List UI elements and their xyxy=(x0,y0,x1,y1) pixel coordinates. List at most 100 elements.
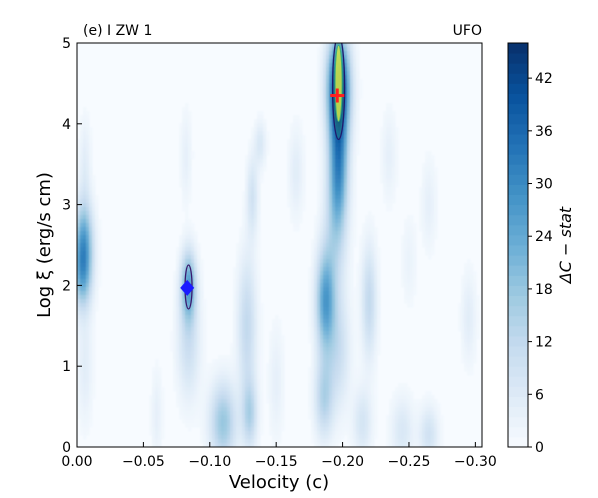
heatmap-cell xyxy=(371,259,375,264)
heatmap-cell xyxy=(320,99,324,104)
heatmap-cell xyxy=(320,359,324,364)
heatmap-cell xyxy=(356,335,360,340)
heatmap-cell xyxy=(320,95,324,100)
heatmap-cell xyxy=(254,355,258,360)
heatmap-cell xyxy=(248,367,252,372)
heatmap-cell xyxy=(353,319,357,324)
heatmap-cell xyxy=(248,291,252,296)
heatmap-cell xyxy=(257,239,261,244)
heatmap-cell xyxy=(182,371,186,376)
heatmap-cell xyxy=(323,375,327,380)
heatmap-cell xyxy=(254,159,258,164)
heatmap-cell xyxy=(422,403,426,408)
heatmap-cell xyxy=(257,339,261,344)
heatmap-cell xyxy=(275,435,279,440)
heatmap-cell xyxy=(245,343,249,348)
heatmap-cell xyxy=(191,411,195,416)
heatmap-cell xyxy=(233,319,237,324)
heatmap-cell xyxy=(248,435,252,440)
heatmap-cell xyxy=(83,423,87,428)
heatmap-cell xyxy=(83,275,87,280)
heatmap-cell xyxy=(77,411,81,416)
heatmap-cell xyxy=(296,167,300,172)
heatmap-cell xyxy=(428,159,432,164)
heatmap-cell xyxy=(332,359,336,364)
heatmap-cell xyxy=(410,291,414,296)
heatmap-cell xyxy=(320,339,324,344)
heatmap-cell xyxy=(218,403,222,408)
heatmap-cell xyxy=(179,415,183,420)
heatmap-cell xyxy=(236,379,240,384)
heatmap-cell xyxy=(353,243,357,248)
heatmap-cell xyxy=(350,267,354,272)
heatmap-cell xyxy=(86,163,90,168)
heatmap-cell xyxy=(287,167,291,172)
heatmap-cell xyxy=(251,187,255,192)
heatmap-cell xyxy=(80,183,84,188)
heatmap-cell xyxy=(182,379,186,384)
heatmap-cell xyxy=(323,155,327,160)
heatmap-cell xyxy=(344,179,348,184)
heatmap-cell xyxy=(320,155,324,160)
heatmap-cell xyxy=(158,379,162,384)
heatmap-cell xyxy=(314,391,318,396)
heatmap-cell xyxy=(326,235,330,240)
heatmap-cell xyxy=(209,399,213,404)
heatmap-cell xyxy=(335,155,339,160)
heatmap-cell xyxy=(338,199,342,204)
heatmap-cell xyxy=(83,231,87,236)
heatmap-cell xyxy=(368,359,372,364)
heatmap-cell xyxy=(293,227,297,232)
heatmap-cell xyxy=(326,55,330,60)
heatmap-cell xyxy=(227,439,231,444)
heatmap-cell xyxy=(155,391,159,396)
heatmap-cell xyxy=(260,127,264,132)
heatmap-cell xyxy=(422,407,426,412)
heatmap-cell xyxy=(188,247,192,252)
heatmap-cell xyxy=(383,167,387,172)
heatmap-cell xyxy=(404,403,408,408)
heatmap-cell xyxy=(335,171,339,176)
heatmap-cell xyxy=(173,323,177,328)
heatmap-cell xyxy=(329,103,333,108)
heatmap-cell xyxy=(332,127,336,132)
heatmap-cell xyxy=(404,275,408,280)
heatmap-cell xyxy=(302,187,306,192)
heatmap-cell xyxy=(275,327,279,332)
heatmap-cell xyxy=(194,295,198,300)
heatmap-cell xyxy=(371,299,375,304)
heatmap-cell xyxy=(263,151,267,156)
heatmap-cell xyxy=(323,235,327,240)
heatmap-cell xyxy=(335,375,339,380)
heatmap-cell xyxy=(431,223,435,228)
heatmap-cell xyxy=(395,419,399,424)
heatmap-cell xyxy=(329,223,333,228)
heatmap-cell xyxy=(308,315,312,320)
heatmap-cell xyxy=(344,427,348,432)
heatmap-cell xyxy=(257,383,261,388)
heatmap-cell xyxy=(326,315,330,320)
heatmap-cell xyxy=(473,275,477,280)
heatmap-cell xyxy=(224,371,228,376)
heatmap-cell xyxy=(314,339,318,344)
heatmap-cell xyxy=(410,399,414,404)
heatmap-cell xyxy=(356,347,360,352)
heatmap-cell xyxy=(320,187,324,192)
heatmap-cell xyxy=(185,251,189,256)
heatmap-cell xyxy=(230,391,234,396)
heatmap-cell xyxy=(332,299,336,304)
heatmap-cell xyxy=(179,339,183,344)
heatmap-cell xyxy=(248,275,252,280)
heatmap-cell xyxy=(350,347,354,352)
heatmap-cell xyxy=(338,291,342,296)
heatmap-cell xyxy=(260,147,264,152)
heatmap-cell xyxy=(434,427,438,432)
heatmap-cell xyxy=(182,195,186,200)
heatmap-cell xyxy=(80,347,84,352)
heatmap-cell xyxy=(230,379,234,384)
heatmap-cell xyxy=(419,219,423,224)
heatmap-cell xyxy=(350,407,354,412)
heatmap-cell xyxy=(203,339,207,344)
heatmap-cell xyxy=(362,431,366,436)
heatmap-cell xyxy=(347,95,351,100)
